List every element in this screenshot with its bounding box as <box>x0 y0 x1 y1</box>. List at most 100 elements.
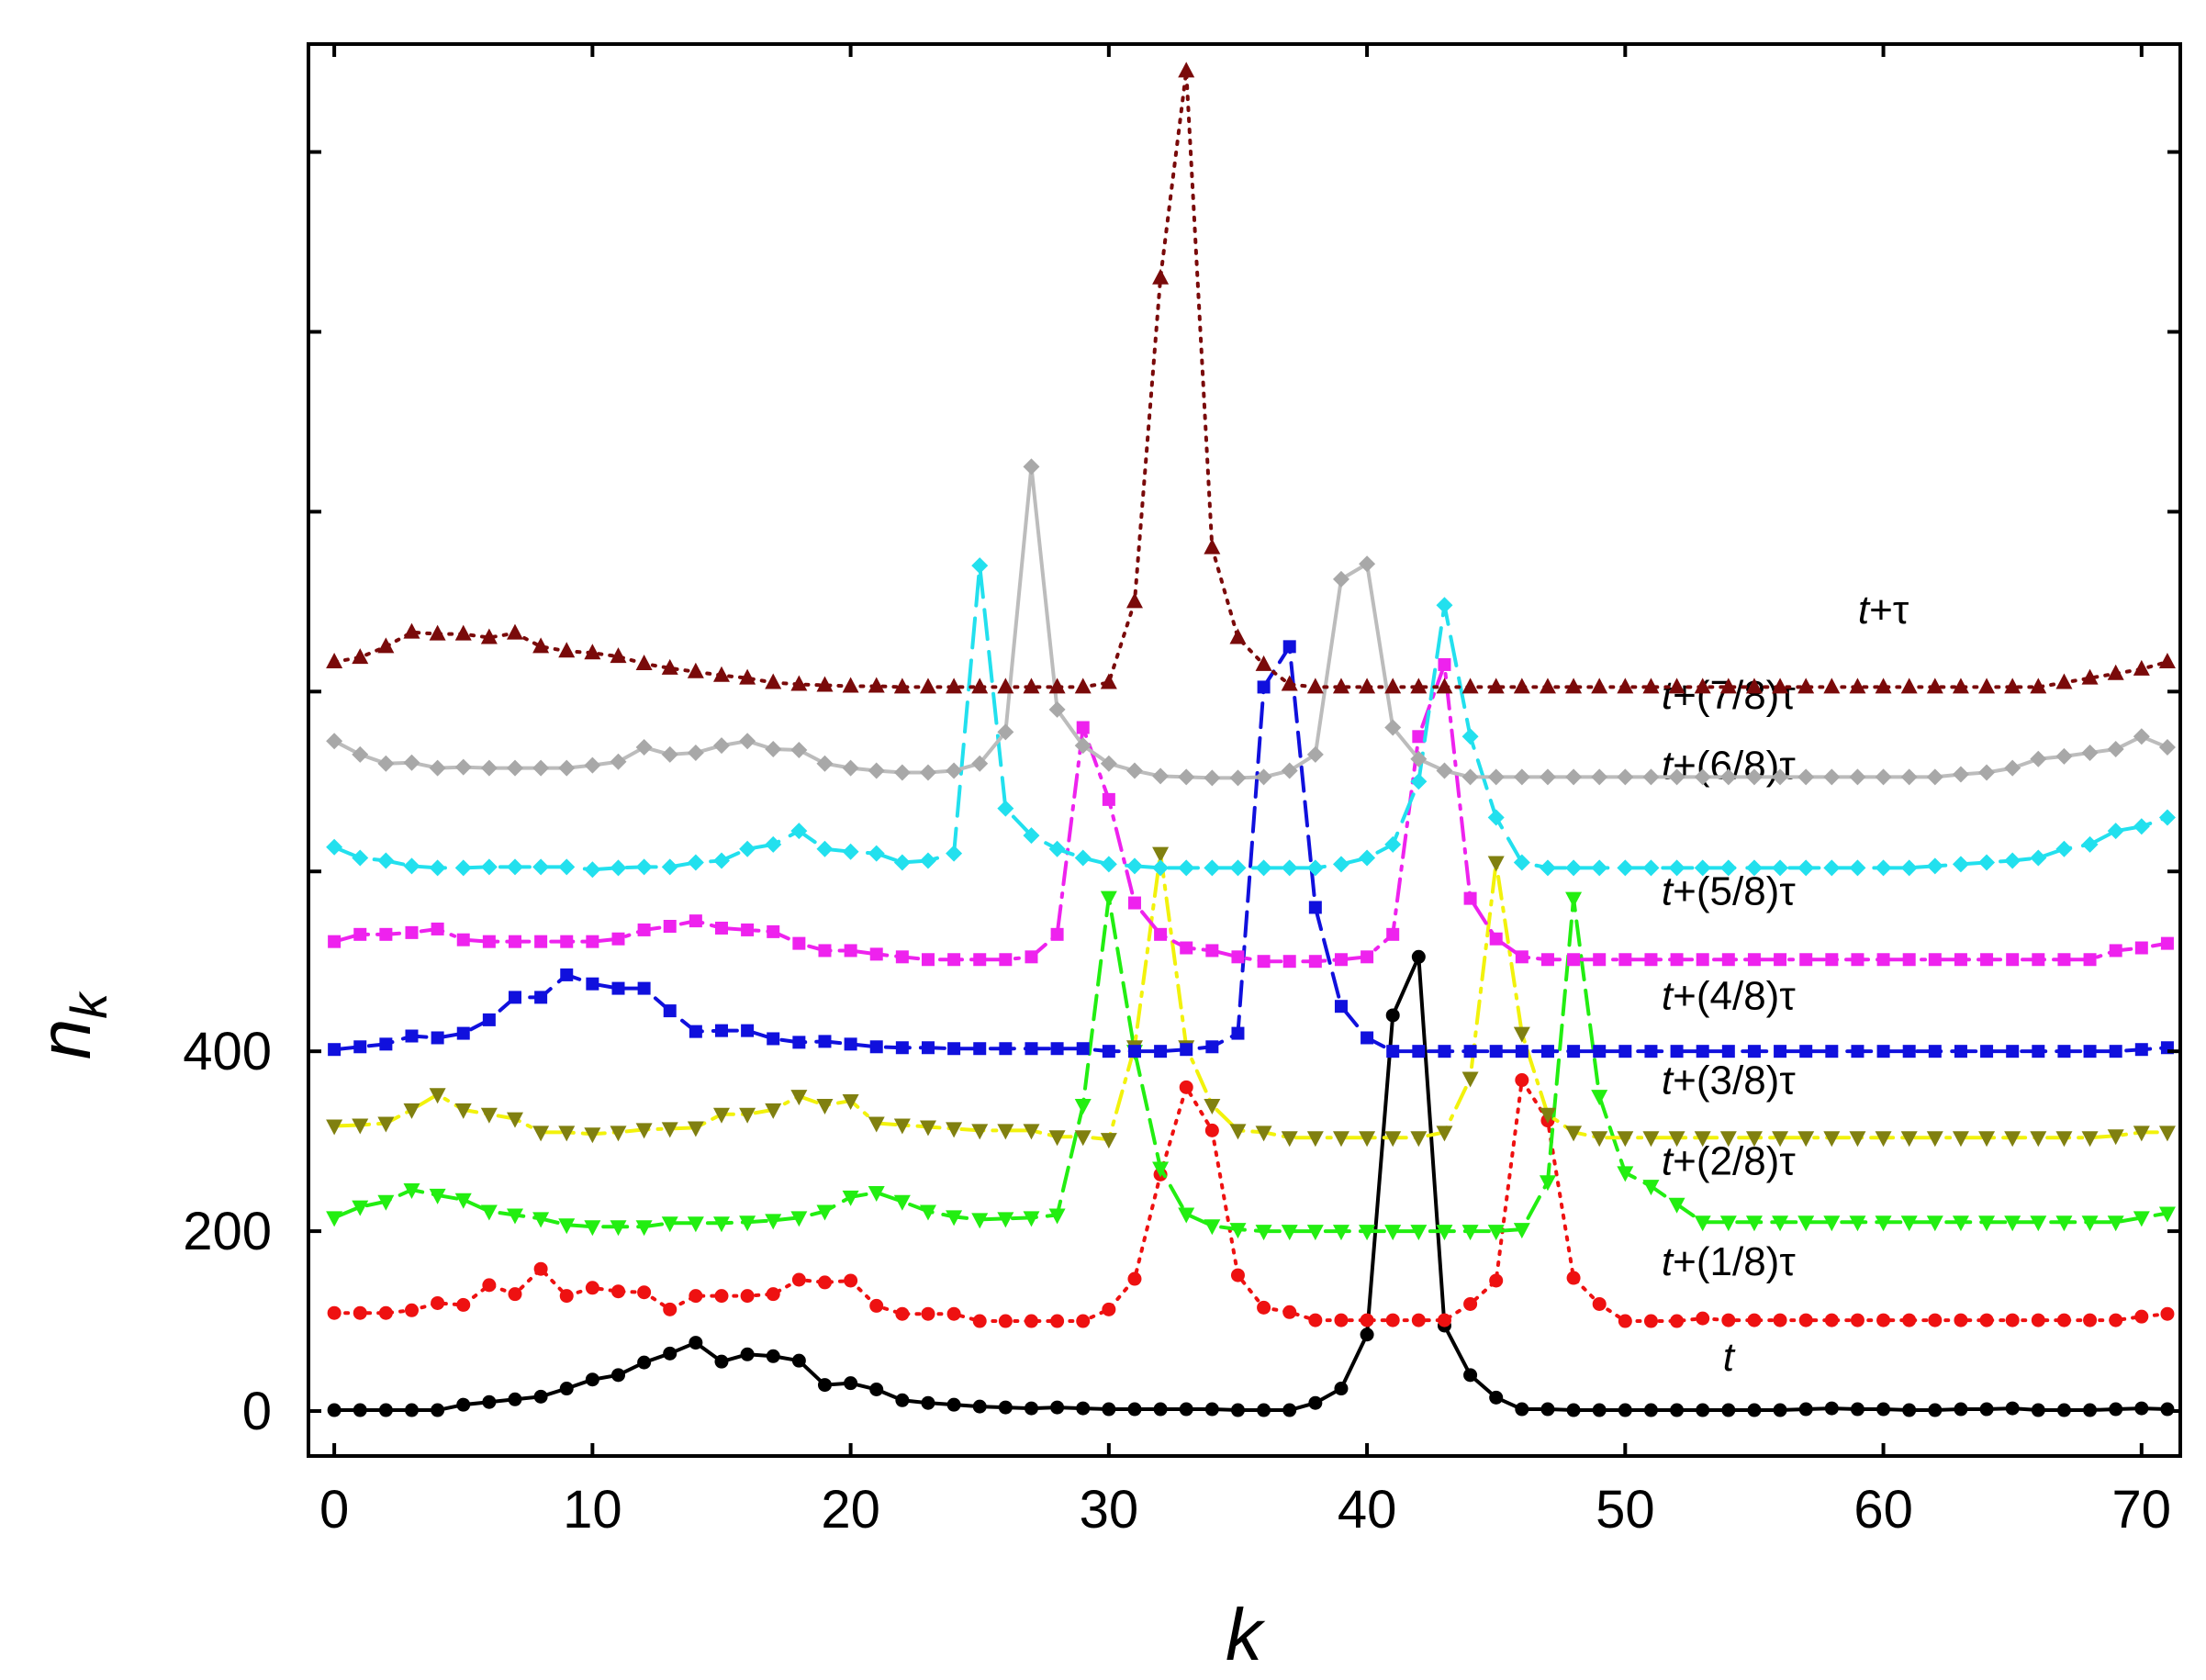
data-point <box>1231 1026 1245 1040</box>
data-point <box>1694 768 1711 786</box>
data-point <box>1487 1225 1505 1241</box>
data-point <box>1954 1313 1968 1327</box>
data-point <box>586 977 599 991</box>
data-point <box>741 923 755 936</box>
data-point <box>1461 678 1479 694</box>
data-point <box>559 1289 574 1304</box>
data-point <box>1694 678 1711 694</box>
data-point <box>2107 1129 2124 1146</box>
data-point <box>946 845 963 862</box>
data-point <box>1875 678 1892 694</box>
data-point <box>1074 849 1092 867</box>
data-point <box>1928 953 1942 967</box>
data-point <box>585 1281 599 1295</box>
data-point <box>1255 1126 1272 1142</box>
data-point <box>1875 1131 1892 1148</box>
data-point <box>973 953 987 967</box>
data-point <box>947 1042 961 1056</box>
data-point <box>1875 768 1892 786</box>
data-point <box>868 845 885 862</box>
data-point <box>844 1273 858 1288</box>
data-point <box>377 1116 395 1133</box>
data-point <box>2134 1309 2149 1324</box>
data-point <box>429 759 446 777</box>
data-point <box>1461 1071 1479 1088</box>
data-point <box>1306 1131 1324 1148</box>
data-point <box>1515 1045 1529 1058</box>
data-point <box>2081 1131 2099 1148</box>
data-point <box>1539 1107 1556 1124</box>
data-point <box>1926 1215 1943 1232</box>
series-line <box>332 69 2169 689</box>
data-point <box>1050 1042 1064 1056</box>
data-point <box>328 1043 342 1057</box>
series-label: t+(4/8)τ <box>1662 973 1796 1018</box>
data-point <box>637 1285 652 1300</box>
data-point <box>1461 768 1479 786</box>
data-point <box>1411 949 1426 964</box>
data-point <box>1850 1402 1864 1417</box>
data-point <box>1204 1219 1221 1236</box>
data-point <box>921 1041 935 1055</box>
data-point <box>1023 678 1040 694</box>
y-tick-label: 0 <box>242 1382 272 1441</box>
data-point <box>946 762 963 779</box>
data-point <box>2133 1126 2150 1142</box>
data-point <box>353 1403 367 1417</box>
data-point <box>1774 1045 1787 1058</box>
data-point <box>1102 1045 1115 1058</box>
data-point <box>1024 1401 1038 1416</box>
data-point <box>610 859 627 877</box>
y-tick-label: 400 <box>183 1022 272 1081</box>
data-point <box>1489 1045 1503 1058</box>
data-point <box>2004 852 2021 869</box>
series-line <box>332 662 2169 964</box>
data-point <box>1978 1215 1996 1232</box>
data-point <box>1074 1130 1092 1147</box>
data-point <box>791 1272 806 1287</box>
data-point <box>610 1126 627 1142</box>
data-point <box>844 1037 857 1051</box>
data-point <box>1876 1313 1891 1327</box>
data-point <box>972 1314 987 1328</box>
data-point <box>869 1298 884 1313</box>
data-point <box>816 755 834 772</box>
series-label: t <box>1723 1335 1736 1380</box>
data-point <box>1902 1313 1917 1327</box>
x-tick-label: 40 <box>1338 1480 1397 1540</box>
data-point <box>482 1013 496 1026</box>
data-point <box>1229 628 1247 644</box>
data-point <box>1721 1045 1735 1058</box>
data-point <box>454 758 472 776</box>
data-point <box>1926 678 1943 694</box>
data-point <box>1229 859 1247 877</box>
data-point <box>482 1394 497 1409</box>
data-point <box>1074 737 1092 755</box>
data-point <box>921 1306 935 1321</box>
data-point <box>997 1124 1014 1140</box>
data-point <box>1670 1045 1684 1058</box>
data-point <box>1668 1131 1685 1148</box>
data-point <box>1875 1215 1892 1232</box>
data-point <box>480 858 498 876</box>
data-point <box>1618 1314 1632 1328</box>
data-point <box>1306 1225 1324 1241</box>
data-point <box>790 742 808 758</box>
data-point <box>1824 1401 1839 1416</box>
data-point <box>1696 1403 1710 1417</box>
data-point <box>792 936 806 950</box>
data-point <box>1205 1040 1219 1054</box>
data-point <box>714 921 728 935</box>
data-point <box>1461 728 1479 745</box>
data-point <box>1900 678 1918 694</box>
data-point <box>1747 1313 1762 1327</box>
data-point <box>816 1204 834 1221</box>
data-point <box>1125 857 1143 875</box>
data-point <box>2158 739 2176 756</box>
data-point <box>1591 768 1608 786</box>
data-point <box>637 1355 652 1370</box>
data-point <box>2031 1403 2045 1417</box>
data-point <box>1952 856 1969 873</box>
data-point <box>1642 678 1660 694</box>
data-point <box>765 1103 782 1119</box>
